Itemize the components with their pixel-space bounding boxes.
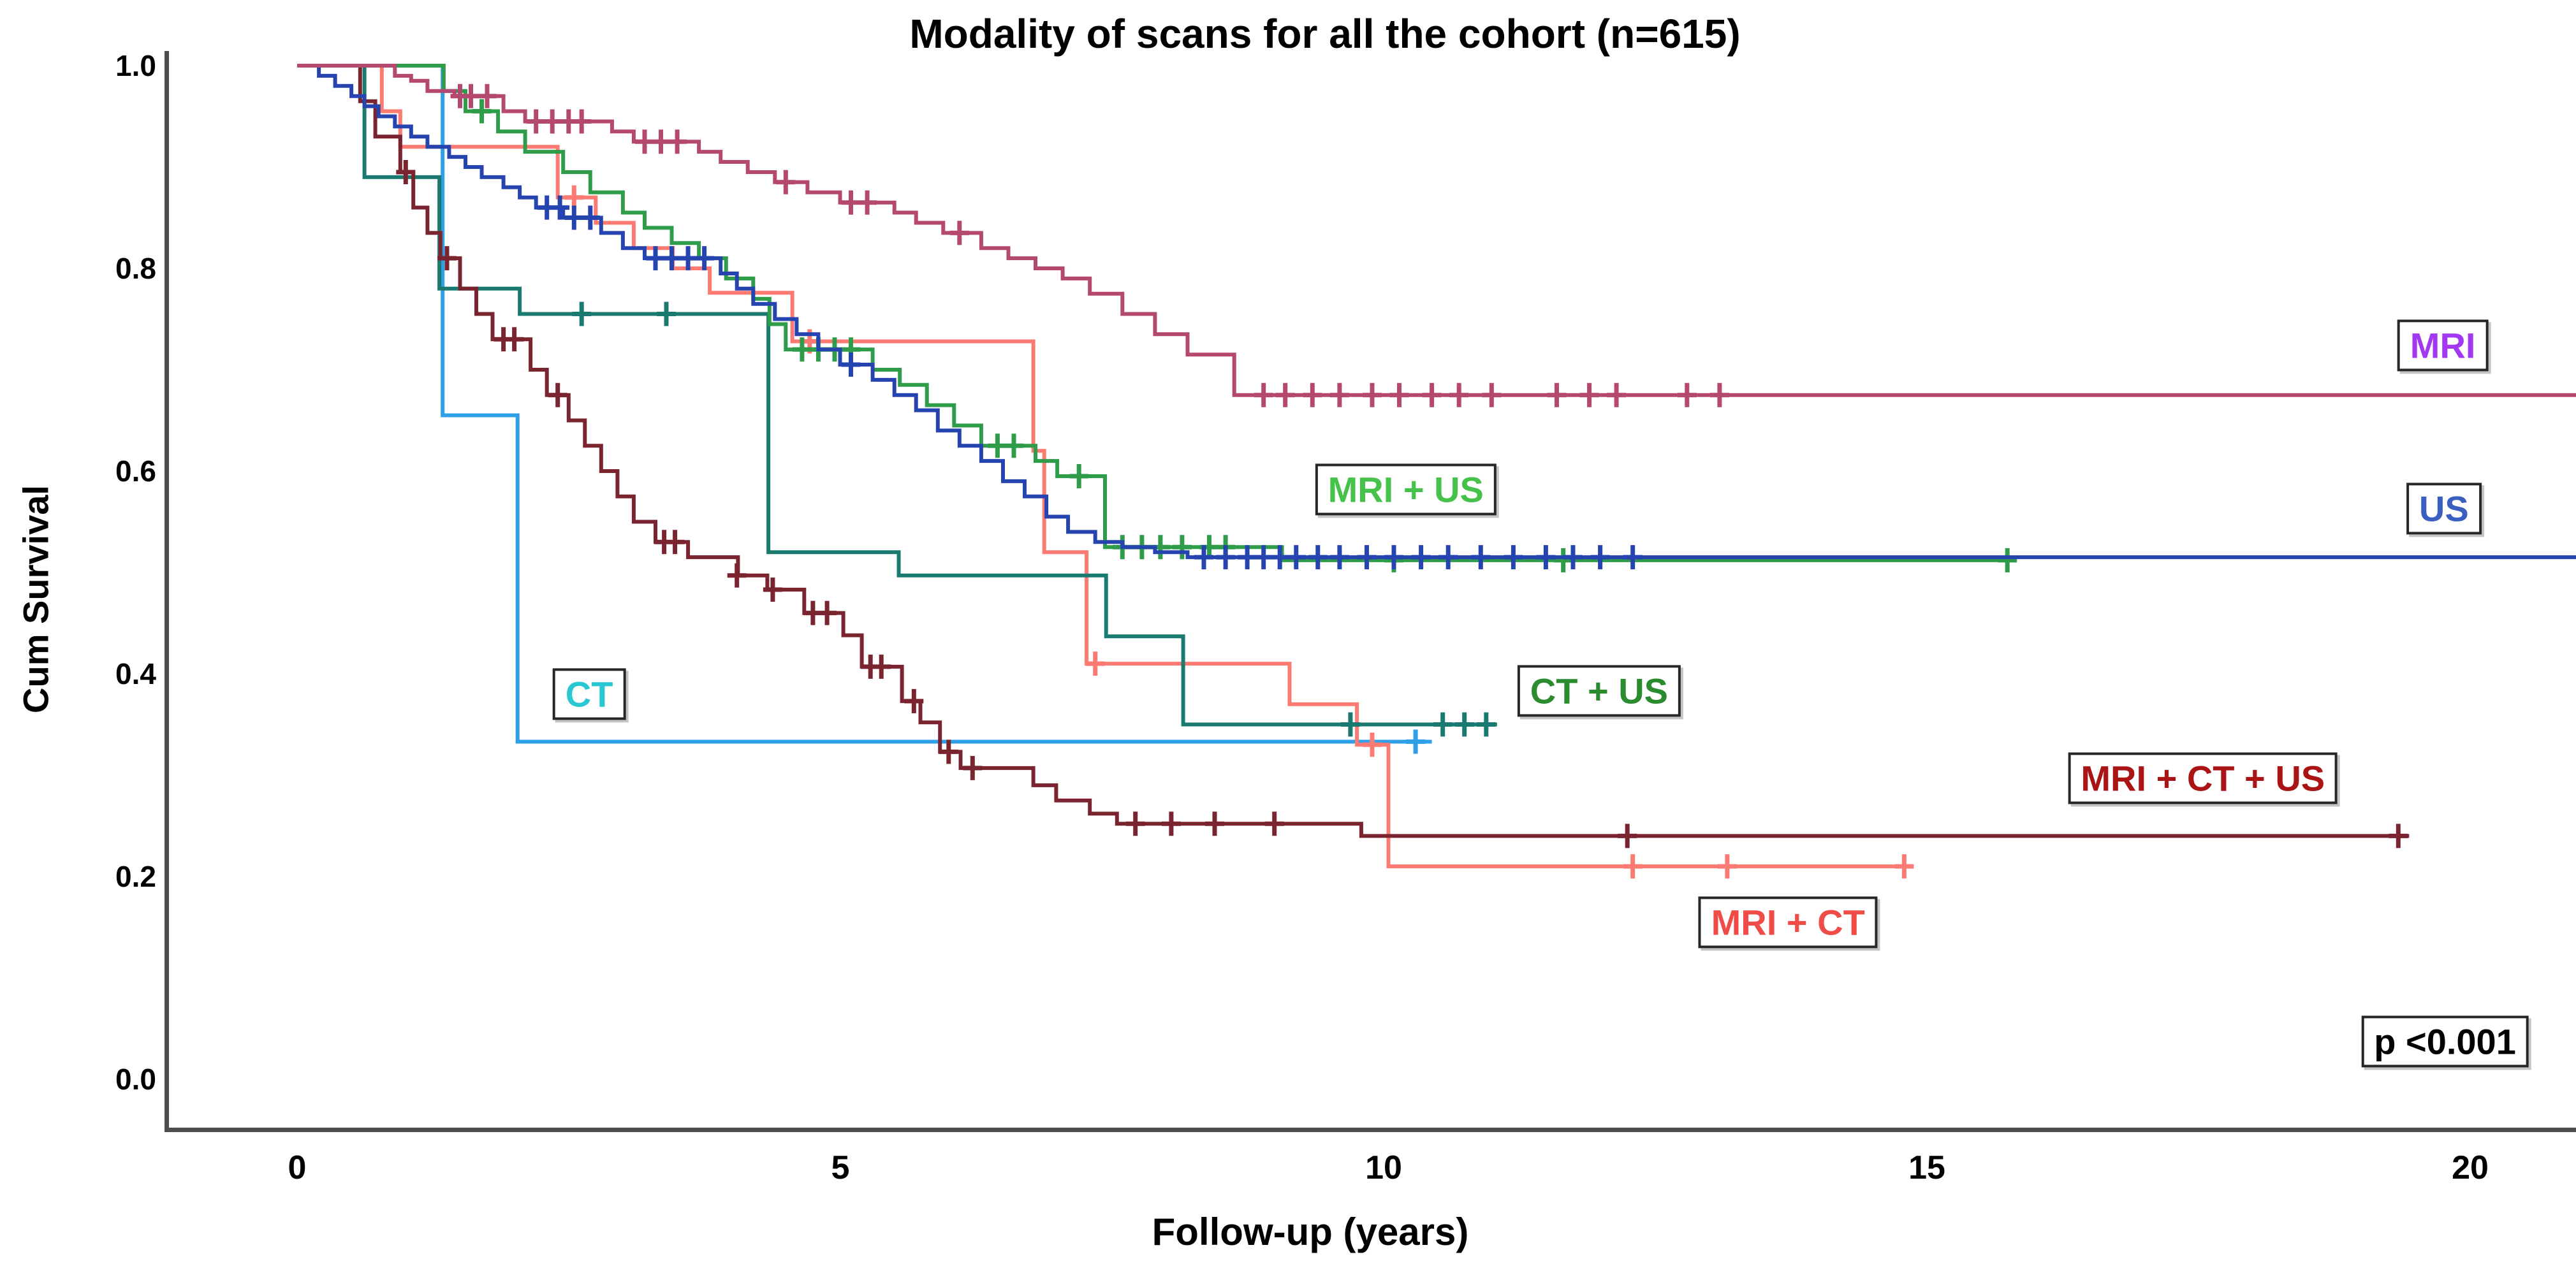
- curve-label-us: US: [2406, 483, 2482, 535]
- survival-curve-mri-ct-us: [297, 64, 2410, 838]
- x-axis-title: Follow-up (years): [1152, 1211, 1469, 1253]
- curve-label-ct-us: CT + US: [1517, 665, 1681, 717]
- x-tick-label: 20: [2452, 1149, 2489, 1186]
- x-tick-label: 10: [1365, 1149, 1402, 1186]
- x-axis-line: [165, 1128, 2576, 1132]
- y-axis-line: [165, 51, 169, 1132]
- x-tick-label: 5: [831, 1149, 850, 1186]
- y-tick-label: 0.4: [115, 657, 156, 690]
- curve-label-mri-ct-us: MRI + CT + US: [2068, 752, 2338, 804]
- survival-curve-mri-ct: [297, 64, 1910, 869]
- p-value-label: p <0.001: [2361, 1015, 2529, 1068]
- x-tick-label: 0: [288, 1149, 307, 1186]
- survival-curve-mri: [297, 64, 2576, 397]
- curve-label-mri-ct: MRI + CT: [1698, 896, 1878, 949]
- chart-title: Modality of scans for all the cohort (n=…: [909, 11, 1741, 57]
- curve-label-ct: CT: [552, 668, 626, 720]
- curve-label-mri: MRI: [2397, 319, 2489, 372]
- curve-label-mri-us: MRI + US: [1315, 463, 1497, 516]
- survival-curve-ct-us: [297, 64, 1497, 727]
- y-tick-label: 0.6: [115, 455, 156, 488]
- y-tick-label: 0.0: [115, 1063, 156, 1096]
- censor-marks-mri-ct: [564, 185, 1914, 879]
- y-tick-label: 1.0: [115, 49, 156, 82]
- censor-marks-mri-us: [472, 99, 2017, 572]
- y-tick-label: 0.2: [115, 860, 156, 893]
- censor-marks-ct-us: [572, 302, 1496, 737]
- x-tick-label: 15: [1908, 1149, 1945, 1186]
- censor-marks-mri: [450, 84, 1729, 407]
- survival-curve-us: [297, 64, 2576, 560]
- censor-marks-mri-ct-us: [396, 160, 2408, 848]
- censor-marks-ct: [1406, 729, 1426, 754]
- y-tick-label: 0.8: [115, 252, 156, 285]
- censor-marks-us: [537, 195, 1643, 570]
